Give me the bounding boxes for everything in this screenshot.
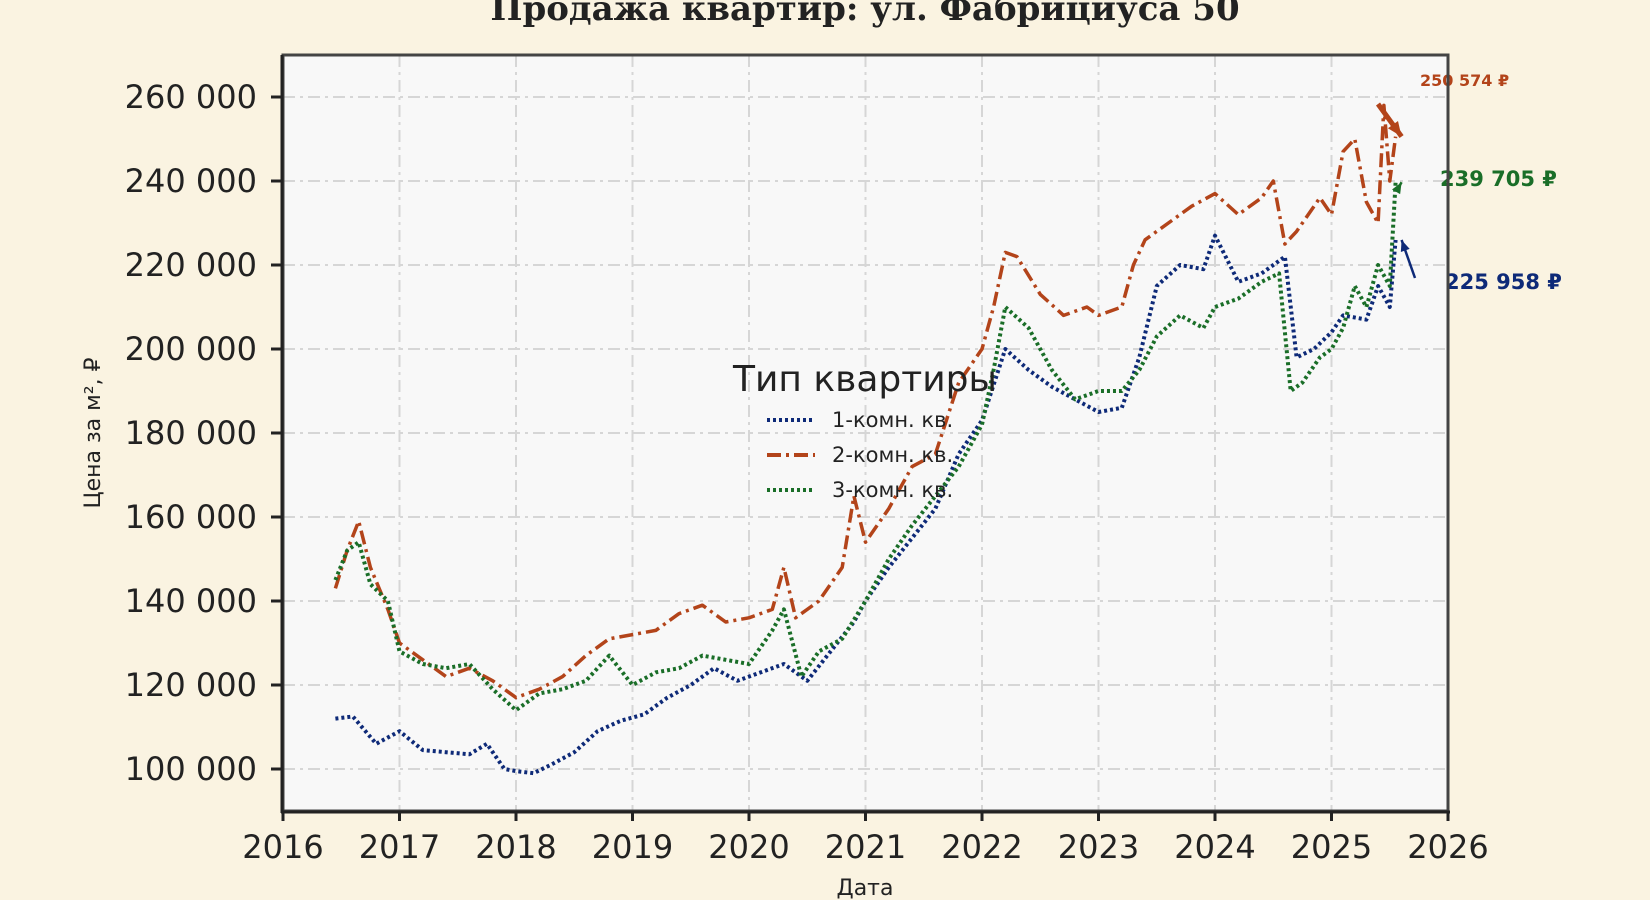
y-tick-label: 180 000 — [125, 414, 257, 452]
legend-title: Тип квартиры — [732, 359, 997, 400]
y-tick-label: 100 000 — [125, 750, 257, 788]
y-tick-label: 140 000 — [125, 582, 257, 620]
x-tick-label: 2026 — [1407, 828, 1488, 866]
x-tick-label: 2017 — [359, 828, 440, 866]
y-tick-label: 240 000 — [125, 162, 257, 200]
y-tick-label: 120 000 — [125, 666, 257, 704]
series-line-1 — [335, 233, 1398, 776]
annotation-label: 239 705 ₽ — [1440, 167, 1557, 191]
y-tick-label: 260 000 — [125, 78, 257, 116]
annotation-arrowhead — [1387, 120, 1402, 137]
legend: Тип квартиры 1-комн. кв. 2-комн. кв. 3-комн… — [732, 359, 997, 502]
series-line-2 — [333, 103, 1398, 700]
legend-item-label: 1-комн. кв. — [832, 408, 953, 432]
annotation-label: 225 958 ₽ — [1445, 270, 1562, 294]
x-tick-label: 2016 — [242, 828, 323, 866]
series-line-3 — [333, 182, 1398, 713]
chart-title: Продажа квартир: ул. Фабрициуса 50 — [490, 0, 1239, 29]
series-lines — [333, 103, 1398, 776]
annotation-arrowhead — [1392, 182, 1402, 195]
x-tick-label: 2022 — [941, 828, 1022, 866]
x-tick-label: 2019 — [592, 828, 673, 866]
legend-item-label: 3-комн. кв. — [832, 478, 953, 502]
y-tick-label: 200 000 — [125, 330, 257, 368]
x-axis-label: Дата — [837, 876, 894, 900]
x-tick-label: 2018 — [475, 828, 556, 866]
y-tick-label: 160 000 — [125, 498, 257, 536]
x-tick-label: 2021 — [825, 828, 906, 866]
axes: 2016 2017 2018 2019 2020 2021 2022 2023 2024 2025… — [125, 53, 1489, 866]
x-tick-label: 2024 — [1174, 828, 1255, 866]
annotation-arrowhead — [1400, 239, 1410, 252]
x-tick-label: 2025 — [1291, 828, 1372, 866]
y-tick-label: 220 000 — [125, 246, 257, 284]
legend-item-label: 2-комн. кв. — [832, 443, 953, 467]
x-tick-label: 2023 — [1058, 828, 1139, 866]
annotations: 250 574 ₽ 239 705 ₽ 225 958 ₽ — [1375, 71, 1562, 294]
annotation-label: 250 574 ₽ — [1420, 71, 1509, 90]
y-axis-label: Цена за м², ₽ — [81, 357, 106, 508]
x-tick-label: 2020 — [708, 828, 789, 866]
